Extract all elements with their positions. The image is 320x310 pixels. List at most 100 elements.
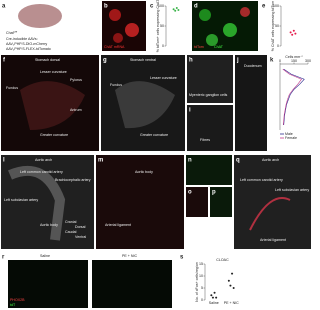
label: Fundus <box>6 86 18 90</box>
label: Myenteric ganglion cells <box>189 93 228 97</box>
data-point <box>227 279 230 282</box>
panel-letter: c <box>150 4 154 10</box>
micrograph <box>210 187 232 217</box>
panel-letter: r <box>2 255 5 261</box>
micrograph <box>186 155 232 185</box>
y-tick-label: 50 <box>160 24 164 28</box>
panel-letter: n <box>188 158 192 164</box>
label: PHOX2B <box>10 298 25 302</box>
label: Lesser curvature <box>150 76 177 80</box>
figure: a Chatcre Cre-inducible AAVs: AAV₂PHP.S-… <box>1 0 311 308</box>
data-point <box>232 287 235 289</box>
x-tick-label: 150 <box>291 59 297 63</box>
data-point <box>172 8 175 11</box>
label: AAV₂PHP.S-DIO-mCherry <box>6 42 47 46</box>
label: ChAT mRNA <box>104 45 125 49</box>
mouse-icon <box>18 4 62 28</box>
panel-letter: l <box>3 158 5 164</box>
label: Greater curvature <box>40 133 68 137</box>
micrograph <box>234 155 311 249</box>
data-point <box>174 9 177 12</box>
panel-letter: g <box>103 58 107 64</box>
label: Left subclavian artery <box>275 188 309 192</box>
y-tick-label: 100 <box>158 4 164 8</box>
label: tdTom <box>194 45 204 49</box>
data-point <box>292 29 295 32</box>
label: Arterial ligament <box>260 238 286 242</box>
y-tick-label: 15 <box>199 262 203 266</box>
label: Pylorus <box>70 78 82 82</box>
data-point <box>289 31 292 34</box>
label: Dorsal <box>75 225 86 229</box>
data-point <box>291 33 294 36</box>
panel-letter: o <box>188 190 192 196</box>
label: Fibres <box>200 138 210 142</box>
x-tick-label: 300 <box>305 59 311 63</box>
label: Fundus <box>110 83 122 87</box>
data-point <box>231 272 234 275</box>
panel-letter: k <box>270 58 274 64</box>
data-point <box>175 7 178 9</box>
chart-title: CLOAC <box>216 258 229 262</box>
x-tick-label: PE + NIC <box>224 301 239 305</box>
label: Brachiocephalic artery <box>55 178 91 182</box>
label: ChAT <box>214 45 224 49</box>
micrograph <box>92 260 172 308</box>
data-point <box>213 291 216 294</box>
micrograph <box>102 1 146 51</box>
label: Aortic body <box>40 223 58 227</box>
panel-letter: m <box>98 158 103 164</box>
data-point <box>210 294 213 297</box>
y-tick-label: 100 <box>273 4 279 8</box>
panel-letter: b <box>104 4 108 10</box>
panel-letter: h <box>189 58 193 64</box>
micrograph <box>96 155 184 249</box>
panel-letter: e <box>262 4 266 10</box>
y-axis-label: % ChAT cells expressing tdTom <box>271 1 275 51</box>
micrograph <box>8 260 88 308</box>
panel-letter: a <box>2 4 6 10</box>
label: Left common carotid artery <box>20 170 63 174</box>
title-text: Cells mm <box>285 55 300 59</box>
label: Ventral <box>75 235 86 239</box>
y-tick-label: 5 <box>201 286 203 290</box>
label: Stomach dorsal <box>35 58 60 62</box>
label: tdT <box>10 303 16 307</box>
label: Aortic arch <box>262 158 279 162</box>
data-point <box>229 284 232 287</box>
y-tick-label: 10 <box>199 274 203 278</box>
panel-letter: j <box>236 58 239 64</box>
title-sup: −2 <box>300 56 303 58</box>
label: Aortic arch <box>35 158 52 162</box>
label: AAV₂PHP.S-FLEX-tdTomato <box>6 47 51 51</box>
label: Stomach ventral <box>130 58 156 62</box>
legend-label: Male <box>285 132 293 136</box>
data-point <box>211 296 214 299</box>
label: Duodenum <box>244 64 262 68</box>
panel-letter: s <box>180 255 184 261</box>
label: Greater curvature <box>140 133 168 137</box>
y-tick-label: 0 <box>201 298 203 302</box>
label: Caudal <box>65 230 77 234</box>
x-tick-label: 0 <box>279 59 281 63</box>
chart-title: Cells mm−2 <box>285 55 303 59</box>
x-tick-label: Saline <box>209 301 219 305</box>
micrograph <box>187 105 233 151</box>
label: Left common carotid artery <box>240 178 283 182</box>
label: Aortic body <box>135 170 153 174</box>
label: PE + NIC <box>122 254 137 258</box>
legend-label: Female <box>285 136 297 140</box>
label: Arterial ligament <box>105 223 131 227</box>
profile-line <box>282 68 302 125</box>
label: Left subclavian artery <box>4 198 38 202</box>
micrograph <box>187 55 233 103</box>
panel-letter: d <box>194 4 198 10</box>
y-tick-label: 50 <box>275 24 279 28</box>
y-axis-label: % tdTom+ cells expressing ChAT <box>156 0 160 52</box>
panel-letter: q <box>236 158 240 164</box>
micrograph <box>235 55 267 151</box>
label: Cranial <box>65 220 77 224</box>
panel-letter: f <box>3 58 6 64</box>
y-tick-label: 0 <box>162 44 164 48</box>
data-point <box>177 9 180 11</box>
